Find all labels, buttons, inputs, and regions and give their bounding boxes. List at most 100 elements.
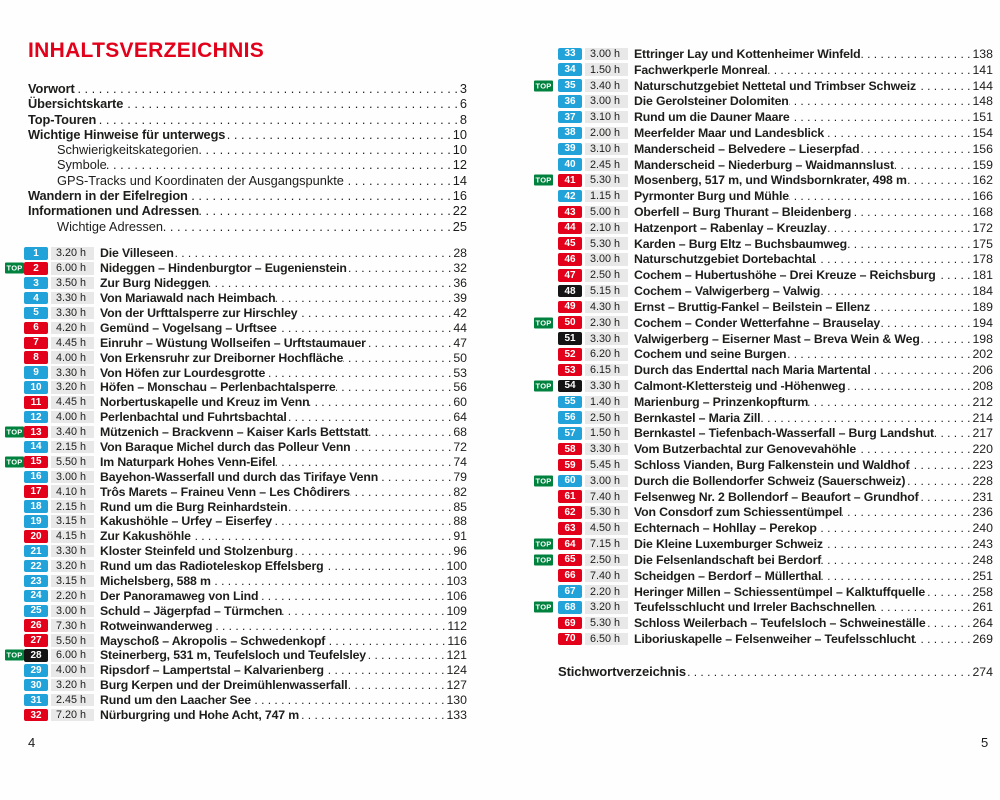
tour-title: Die Gerolsteiner Dolomiten [634,94,789,109]
tour-row: 562.50 h Bernkastel – Maria Zill 214 [558,410,993,426]
front-matter-row: Symbole 12 [28,157,467,172]
tour-number-badge: 37 [558,110,582,124]
tour-number-badge: 56 [558,411,582,424]
front-matter-page-number: 22 [452,203,467,219]
tour-duration: 6.00 h [51,262,94,275]
tour-page-number: 223 [972,458,993,473]
tour-duration: 2.20 h [51,589,94,603]
tour-duration: 3.20 h [51,678,94,692]
tour-row: 5 3.30 h Von der Urfttalsperre zur Hirschl… [24,306,467,321]
tour-number-badge: 1 [24,247,48,260]
tour-number-badge: 15 [24,455,48,469]
tour-page-number: 168 [972,205,993,220]
front-matter-page-number: 8 [459,111,467,127]
tour-title: Naturschutzgebiet Dortebachtal [634,252,816,267]
front-matter-page-number: 10 [452,142,467,158]
tour-page-number: 116 [447,633,467,648]
tour-row: 93.30 h Von Höfen zur Lourdesgrotte 53 [24,365,467,380]
tour-row: 253.00 h Schuld – Jägerpfad – Türmchen 109 [24,603,467,618]
tour-duration: 6.15 h [585,363,628,377]
tour-title: Rund um die Burg Reinhardstein [100,499,288,514]
tour-page-number: 91 [453,529,467,544]
tour-duration: 2.45 h [51,693,94,707]
front-matter-page-number: 16 [452,188,467,204]
tour-row: 526.20 h Cochem und seine Burgen 202 [558,346,993,362]
tour-duration: 2.30 h [585,316,628,329]
tour-title: Schuld – Jägerpfad – Türmchen [100,603,283,618]
tour-page-number: 141 [972,62,993,77]
dot-leader [287,410,454,424]
tour-duration: 5.45 h [585,458,628,472]
front-matter-row: Informationen und Adressen 22 [28,203,467,218]
dot-leader [343,351,453,365]
tour-page-number: 159 [972,157,993,172]
tour-page-number: 248 [972,552,993,567]
dot-leader [163,219,453,234]
tour-page-number: 178 [972,252,993,267]
tour-duration: 5.30 h [585,237,628,250]
dot-leader [212,619,447,633]
tour-page-number: 212 [972,394,993,409]
tour-title: Steinerberg, 531 m, Teufelsloch und Teuf… [100,648,366,663]
dot-leader [926,616,973,630]
tour-number-badge: 30 [24,678,48,692]
dot-leader [366,648,446,662]
tour-page-number: 206 [972,363,993,378]
tour-duration: 3.30 h [51,306,94,320]
tour-duration: 2.50 h [585,553,628,567]
dot-leader [817,521,973,535]
dot-leader [786,347,972,361]
front-matter-row: Übersichtskarte 6 [28,96,467,111]
dot-leader [820,284,972,298]
tour-title: Durch das Enderttal nach Maria Martental [634,363,871,378]
tour-title: Zur Kakushöhle [100,529,191,544]
tour-title: Nürburgring und Hohe Acht, 747 m [100,708,300,723]
tour-number-badge: 22 [24,559,48,573]
tour-number-badge: 60 [558,474,582,488]
dot-leader [915,632,973,646]
tour-title: Cochem und seine Burgen [634,347,787,362]
dot-leader [894,158,973,172]
tour-page-number: 36 [453,276,467,291]
tour-title: Manderscheid – Niederburg – Waidmannslus… [634,157,894,172]
index-page-number: 274 [972,664,993,679]
tour-number-badge: 53 [558,363,582,377]
dot-leader [871,363,973,377]
tour-title: Von Erkensruhr zur Dreiborner Hochfläche [100,350,344,365]
tour-number-badge: 59 [558,458,582,472]
dot-leader [297,306,453,320]
tour-page-number: 258 [972,584,993,599]
tour-row: 57 1.50 h Bernkastel – Tiefenbach-Wasserfa… [558,426,993,442]
tour-number-badge: 23 [24,574,48,588]
tour-page-number: 261 [972,600,993,615]
tour-duration: 3.30 h [51,544,94,558]
tour-title: Durch die Bollendorfer Schweiz (Sauersch… [634,473,906,488]
front-matter-row: Wandern in der Eifelregion 16 [28,188,467,203]
tour-title: Marienburg – Prinzenkopfturm [634,394,809,409]
dot-leader [344,173,453,188]
tour-number-badge: 16 [24,470,48,484]
right-folio-number: 5 [981,735,989,750]
tour-duration: 3.00 h [585,253,628,266]
tour-duration: 3.10 h [585,110,628,124]
tour-duration: 2.00 h [585,126,628,140]
tour-row: 51 3.30 h Valwigerberg – Eiserner Mast – B… [558,331,993,347]
front-matter-label: Übersichtskarte [28,96,124,112]
tour-row: TOP 65 2.50 h Die Felsenlandschaft bei Berd… [534,552,993,568]
tour-row: 463.00 h Naturschutzgebiet Dortebachtal 17… [558,252,993,268]
tour-page-number: 138 [972,46,993,61]
tour-duration: 6.50 h [585,632,628,646]
front-matter-row: Wichtige Adressen 25 [28,219,467,234]
dot-leader [870,300,972,314]
tour-page-number: 127 [446,678,467,693]
tour-row: 16 3.00 h Bayehon-Wasserfall und durch das… [24,469,467,484]
tour-row: TOP 68 3.20 h Teufelsschlucht und Irreler B… [534,599,993,615]
front-matter-row: GPS-Tracks und Koordinaten der Ausgangsp… [28,173,467,188]
tour-duration: 4.00 h [51,410,94,424]
tour-row: 69 5.30 h Schloss Weilerbach – Teufelsloch… [558,615,993,631]
dot-leader [789,189,973,203]
top-tour-badge: TOP [5,649,24,661]
dot-leader [324,559,447,573]
tour-number-badge: 33 [558,47,582,61]
